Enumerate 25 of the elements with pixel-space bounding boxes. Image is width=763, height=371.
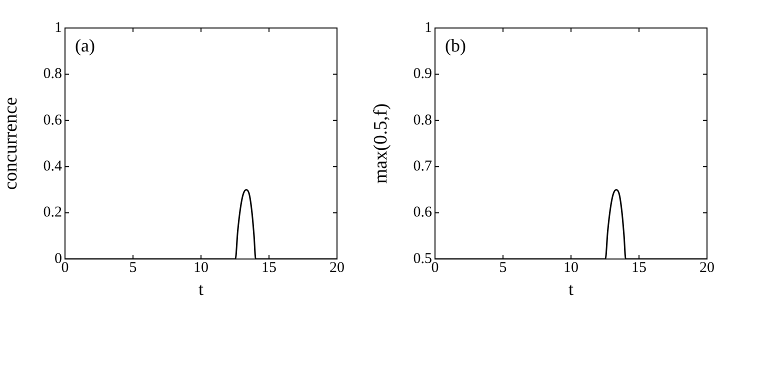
x-tick-label: 15 bbox=[632, 260, 646, 276]
x-tick-label: 5 bbox=[129, 260, 137, 276]
x-tick-label: 20 bbox=[330, 260, 344, 276]
y-tick-label: 0.5 bbox=[413, 250, 432, 267]
y-tick-label: 0.9 bbox=[413, 66, 432, 82]
x-axis-title: t bbox=[198, 278, 204, 299]
x-tick-label: 5 bbox=[499, 260, 507, 276]
x-tick-label: 10 bbox=[564, 260, 578, 276]
y-tick-label: 1 bbox=[54, 20, 62, 36]
x-tick-label: 15 bbox=[262, 260, 276, 276]
annotation: (a) bbox=[75, 36, 95, 56]
y-tick-label: 0.7 bbox=[413, 158, 432, 175]
x-tick-label: 20 bbox=[700, 260, 714, 276]
annotation: (b) bbox=[445, 36, 466, 56]
y-axis-title: max(0.5,f) bbox=[370, 103, 392, 184]
x-tick-label: 10 bbox=[194, 260, 208, 276]
y-tick-label: 1 bbox=[424, 20, 432, 36]
x-axis-title: t bbox=[568, 278, 574, 299]
y-tick-label: 0.6 bbox=[413, 204, 432, 221]
y-tick-label: 0.8 bbox=[413, 112, 432, 128]
y-tick-label: 0.4 bbox=[43, 158, 62, 175]
y-axis-title: concurrence bbox=[0, 97, 22, 190]
y-tick-label: 0.6 bbox=[43, 112, 62, 128]
y-tick-label: 0.8 bbox=[43, 66, 62, 82]
y-tick-label: 0.2 bbox=[43, 204, 62, 221]
